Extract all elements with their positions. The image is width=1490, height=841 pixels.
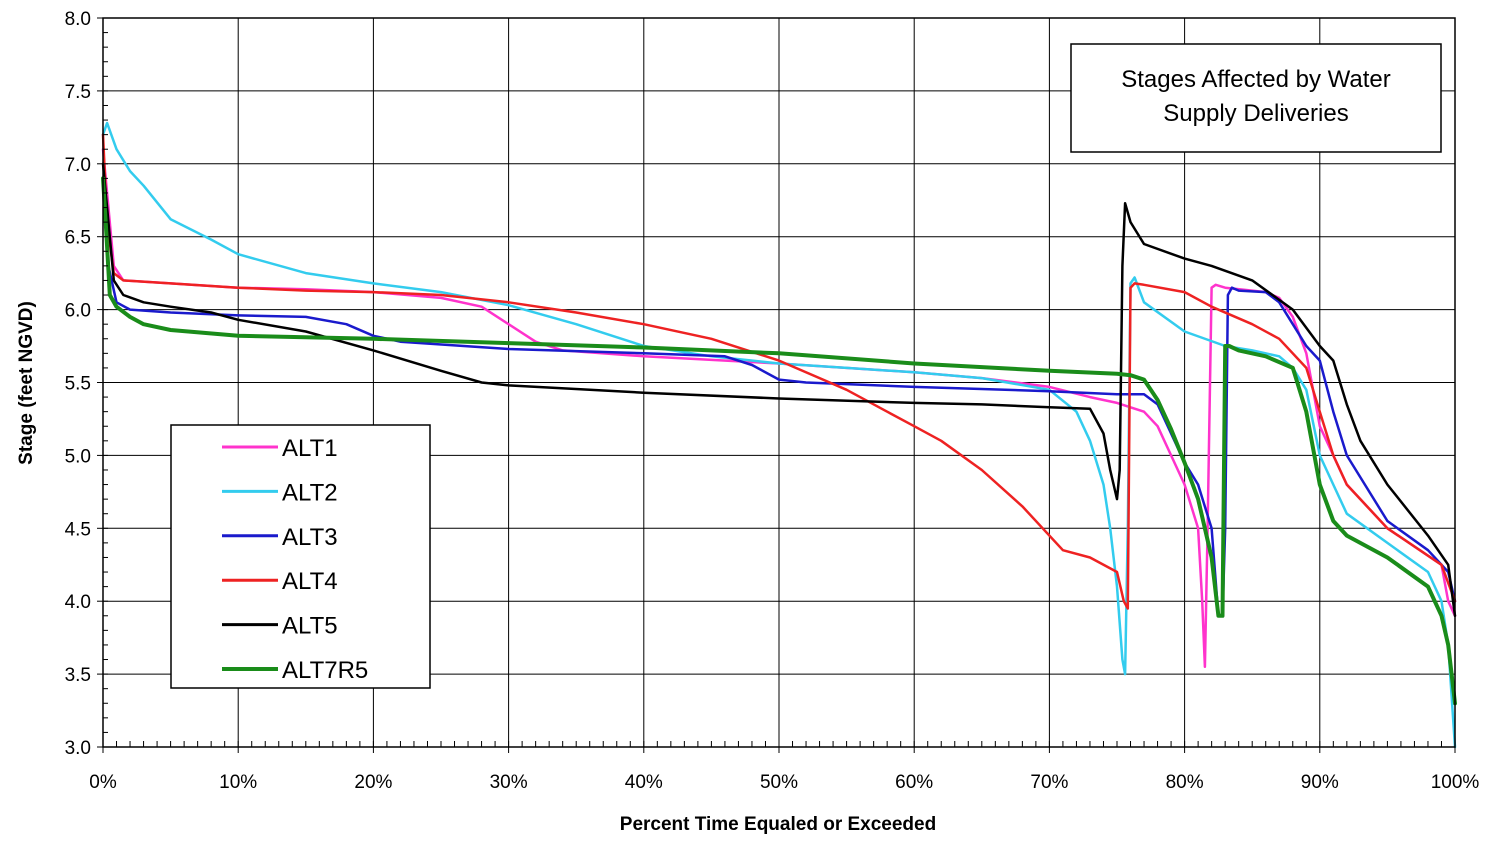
y-tick-label: 4.5 <box>65 519 91 540</box>
x-axis-title: Percent Time Equaled or Exceeded <box>620 814 936 835</box>
legend-label: ALT2 <box>282 479 338 506</box>
legend-item-alt1: ALT1 <box>222 435 338 462</box>
x-tick-label: 20% <box>354 772 392 793</box>
y-tick-label: 5.5 <box>65 374 91 395</box>
series-line-alt5 <box>101 162 1457 618</box>
series-line-alt7r5 <box>101 176 1457 706</box>
axis-ticks <box>97 17 1456 753</box>
legend-item-alt2: ALT2 <box>222 479 338 506</box>
x-tick-label: 30% <box>490 772 528 793</box>
legend-item-alt5: ALT5 <box>222 613 338 640</box>
x-tick-label: 100% <box>1431 772 1480 793</box>
legend-item-alt4: ALT4 <box>222 568 338 595</box>
series-lines <box>101 121 1457 749</box>
y-tick-label: 3.0 <box>65 738 91 759</box>
legend-item-alt7r5: ALT7R5 <box>222 657 368 684</box>
annotation-frame <box>1070 43 1442 153</box>
y-tick-label: 7.0 <box>65 155 91 176</box>
x-axis-tick-labels: 0% 10% 20% 30% 40% 50% 60% 70% 80% 90% 100% <box>89 772 1479 793</box>
x-tick-label: 10% <box>219 772 257 793</box>
legend-label: ALT4 <box>282 568 338 595</box>
x-tick-label: 70% <box>1030 772 1068 793</box>
x-tick-label: 80% <box>1166 772 1204 793</box>
y-tick-label: 7.5 <box>65 82 91 103</box>
annotation-line-1: Stages Affected by Water <box>1121 66 1390 93</box>
y-tick-label: 3.5 <box>65 665 91 686</box>
x-tick-label: 0% <box>89 772 117 793</box>
legend-label: ALT3 <box>282 524 338 551</box>
annotation-line-2: Supply Deliveries <box>1163 100 1348 127</box>
series-line-alt4 <box>101 133 1457 610</box>
legend-label: ALT7R5 <box>282 657 368 684</box>
legend-label: ALT1 <box>282 435 338 462</box>
x-tick-label: 40% <box>625 772 663 793</box>
annotation-box: Stages Affected by Water Supply Deliveri… <box>1070 43 1442 153</box>
legend-label: ALT5 <box>282 613 338 640</box>
y-tick-label: 4.0 <box>65 592 91 613</box>
legend-item-alt3: ALT3 <box>222 524 338 551</box>
legend: ALT1 ALT2 ALT3 ALT4 ALT5 ALT7R5 <box>170 424 431 689</box>
series-line-alt2 <box>101 121 1457 749</box>
x-tick-label: 50% <box>760 772 798 793</box>
y-tick-label: 5.0 <box>65 446 91 467</box>
y-tick-label: 8.0 <box>65 9 91 30</box>
y-tick-label: 6.5 <box>65 228 91 249</box>
legend-frame <box>170 424 431 689</box>
x-tick-label: 90% <box>1301 772 1339 793</box>
x-tick-label: 60% <box>895 772 933 793</box>
y-axis-title: Stage (feet NGVD) <box>16 301 37 465</box>
y-axis-tick-labels: 3.0 3.5 4.0 4.5 5.0 5.5 6.0 6.5 7.0 7.5 8.0 <box>65 9 91 759</box>
y-tick-label: 6.0 <box>65 301 91 322</box>
